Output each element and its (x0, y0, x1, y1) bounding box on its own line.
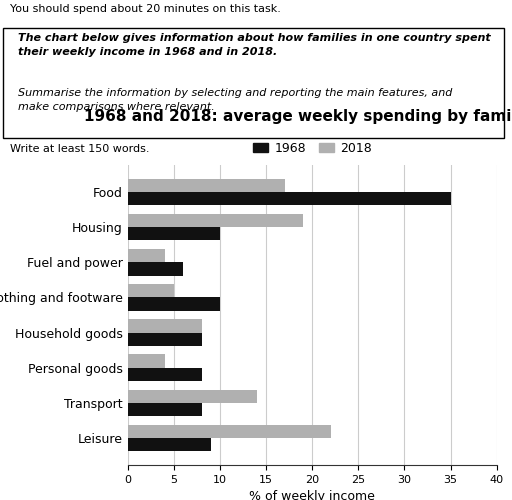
Text: You should spend about 20 minutes on this task.: You should spend about 20 minutes on thi… (10, 4, 281, 15)
Bar (128, 390, 257, 403)
Bar (128, 262, 183, 276)
Bar (128, 403, 202, 416)
Bar (128, 298, 220, 311)
Text: Summarise the information by selecting and reporting the main features, and
make: Summarise the information by selecting a… (18, 88, 452, 112)
Title: 1968 and 2018: average weekly spending by families: 1968 and 2018: average weekly spending b… (84, 108, 512, 124)
FancyBboxPatch shape (3, 28, 504, 138)
Bar (128, 284, 174, 298)
Bar (128, 178, 285, 192)
Bar (128, 368, 202, 381)
Bar (128, 227, 220, 240)
Bar (128, 354, 165, 368)
Text: The chart below gives information about how families in one country spent
their : The chart below gives information about … (18, 33, 490, 57)
Bar (128, 192, 451, 205)
Bar (128, 249, 165, 262)
Bar (128, 319, 202, 332)
Bar (128, 438, 211, 452)
Bar (128, 214, 303, 227)
Bar (128, 332, 202, 346)
Text: Write at least 150 words.: Write at least 150 words. (10, 144, 150, 154)
Bar (128, 424, 331, 438)
Legend: 1968, 2018: 1968, 2018 (248, 137, 376, 160)
X-axis label: % of weekly income: % of weekly income (249, 490, 375, 500)
